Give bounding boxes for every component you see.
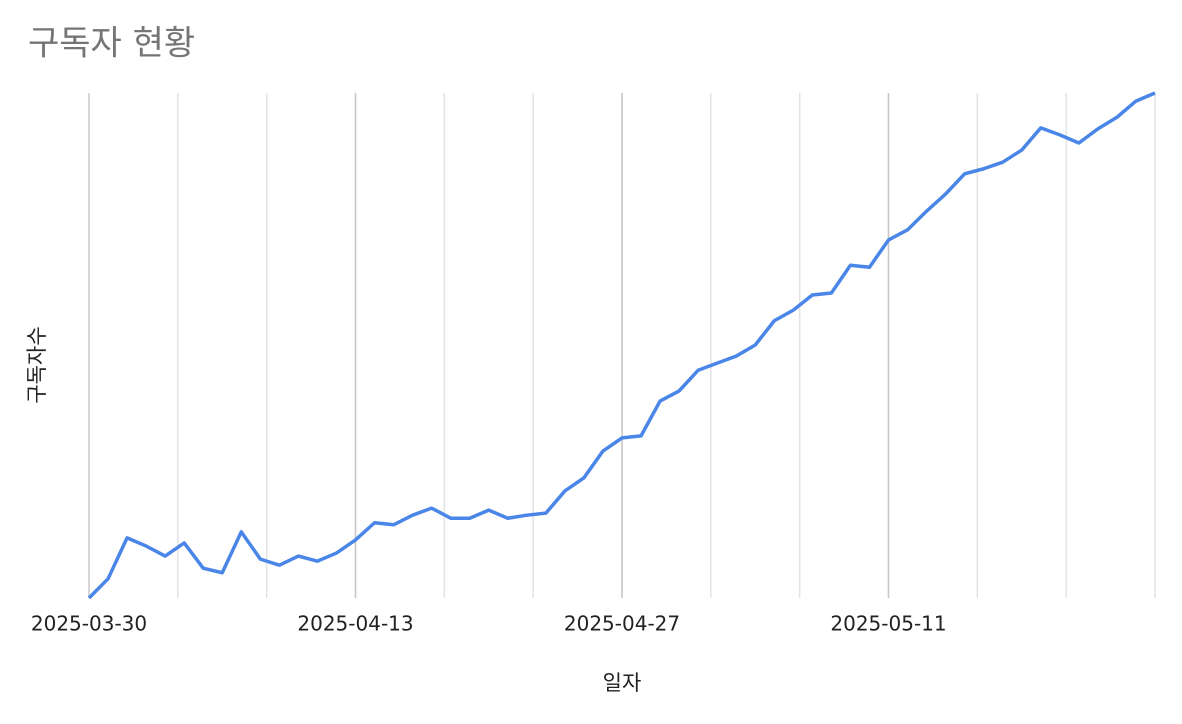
x-tick-label: 2025-04-13 [297, 612, 413, 636]
chart-title: 구독자 현황 [28, 24, 195, 64]
data-line [87, 91, 1156, 600]
x-tick-label: 2025-05-11 [830, 612, 946, 636]
x-axis-title: 일자 [603, 671, 642, 695]
x-tick-label: 2025-04-27 [564, 612, 680, 636]
y-axis-title: 구독자수 [25, 326, 49, 403]
x-tick-label: 2025-03-30 [31, 612, 147, 636]
